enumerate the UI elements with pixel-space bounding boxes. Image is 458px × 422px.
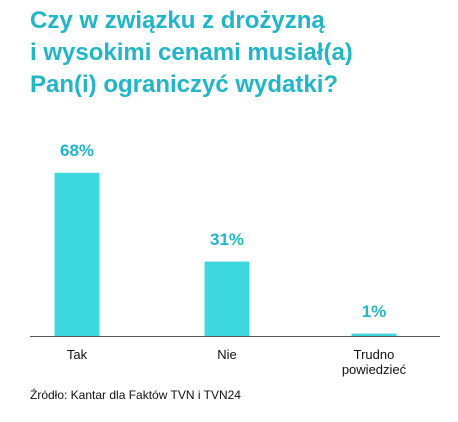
x-tick-label: Trudno powiedzieć [341, 347, 407, 377]
bar [54, 172, 100, 336]
source: Źródło: Kantar dla Faktów TVN i TVN24 [30, 388, 241, 402]
value-label: 1% [361, 301, 387, 321]
bar [351, 333, 397, 336]
x-tick-label: Tak [66, 347, 88, 362]
chart-title: Czy w związku z drożyzną [30, 7, 325, 34]
x-tick-label: Nie [217, 347, 237, 362]
value-label: 68% [59, 140, 95, 160]
value-label: 31% [209, 229, 245, 249]
chart-title: Pan(i) ograniczyć wydatki? [30, 71, 339, 98]
bar [204, 261, 250, 336]
chart-title: i wysokimi cenami musiał(a) [30, 39, 353, 66]
